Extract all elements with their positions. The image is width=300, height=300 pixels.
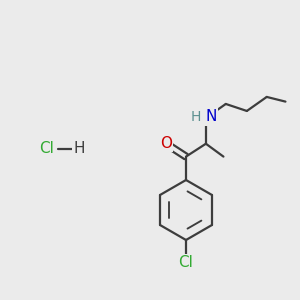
- Text: N: N: [206, 109, 217, 124]
- Text: O: O: [160, 136, 172, 151]
- Text: H: H: [73, 141, 85, 156]
- Text: Cl: Cl: [178, 255, 194, 270]
- Text: H: H: [190, 110, 201, 124]
- Text: Cl: Cl: [39, 141, 54, 156]
